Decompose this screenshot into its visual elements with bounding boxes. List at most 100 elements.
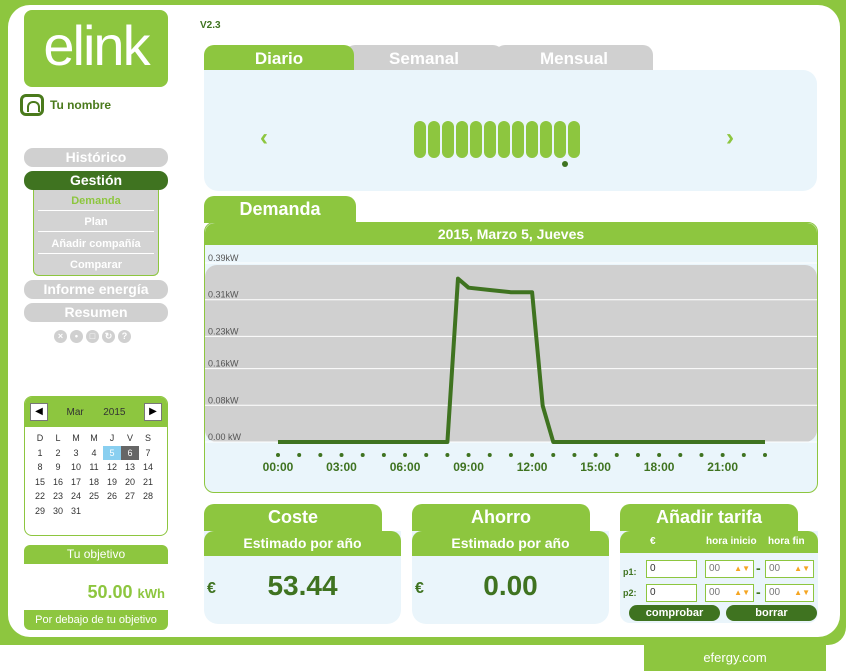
- p2-hora-fin-select[interactable]: 00 ▲▼: [765, 584, 814, 602]
- tarifa-col-inicio: hora inicio: [706, 536, 757, 547]
- nav-informe-energia[interactable]: Informe energía: [24, 280, 168, 299]
- close-icon[interactable]: ×: [54, 330, 67, 343]
- calendar-day[interactable]: 3: [73, 447, 79, 458]
- calendar-day[interactable]: 10: [70, 462, 81, 472]
- period-pill[interactable]: [428, 121, 440, 158]
- calendar-day[interactable]: 27: [124, 491, 135, 501]
- calendar-empty: [121, 504, 139, 519]
- calendar-day[interactable]: 7: [145, 447, 151, 458]
- ahorro-card: Estimado por año € 0.00: [412, 531, 609, 624]
- nav-historico[interactable]: Histórico: [24, 148, 168, 167]
- period-pill[interactable]: [456, 121, 468, 158]
- calendar-day[interactable]: 9: [55, 462, 61, 472]
- calendar-day[interactable]: 20: [124, 476, 135, 487]
- coste-title: Coste: [204, 504, 382, 531]
- ahorro-currency: €: [415, 580, 424, 597]
- hour-marker: [530, 453, 535, 457]
- p1-price-input[interactable]: 0: [646, 560, 697, 578]
- calendar-day[interactable]: 2: [55, 447, 61, 458]
- period-pill[interactable]: [414, 121, 426, 158]
- calendar-day[interactable]: 22: [34, 491, 45, 501]
- coste-card: Estimado por año € 53.44: [204, 531, 401, 624]
- calendar-day[interactable]: 31: [70, 505, 81, 516]
- x-tick-label: 03:00: [326, 460, 357, 474]
- calendar-day[interactable]: 6: [121, 445, 139, 460]
- stepper-icon: ▲▼: [734, 564, 750, 573]
- calendar-day[interactable]: 11: [89, 462, 99, 472]
- calendar-day[interactable]: 5: [103, 445, 121, 460]
- coste-value: 53.44: [267, 570, 338, 601]
- calendar-day[interactable]: 14: [142, 462, 153, 472]
- p2-price-input[interactable]: 0: [646, 584, 697, 602]
- period-pill[interactable]: [512, 121, 524, 158]
- calendar: ◀ Mar 2015 ▶ D L M M J V S 1 2 3 4 5 6 7 8 9 10 11 12 13 14 1…: [24, 396, 168, 536]
- period-pill[interactable]: [442, 121, 454, 158]
- x-tick-label: 06:00: [390, 460, 421, 474]
- user-profile[interactable]: Tu nombre: [20, 94, 111, 116]
- calendar-day[interactable]: 24: [70, 491, 81, 501]
- comprobar-button[interactable]: comprobar: [629, 605, 720, 621]
- calendar-day[interactable]: 16: [52, 476, 63, 487]
- calendar-header: ◀ Mar 2015 ▶: [25, 397, 167, 427]
- calendar-day[interactable]: 21: [142, 476, 153, 487]
- subnav-comparar[interactable]: Comparar: [70, 259, 122, 271]
- tab-semanal[interactable]: Semanal: [345, 45, 503, 72]
- coste-panel: Coste Estimado por año € 53.44: [204, 504, 401, 624]
- calendar-day[interactable]: 30: [52, 505, 63, 516]
- tab-diario[interactable]: Diario: [204, 45, 354, 72]
- tarifa-col-euro: €: [650, 536, 656, 547]
- period-pill[interactable]: [470, 121, 482, 158]
- window-icon[interactable]: □: [86, 330, 99, 343]
- prev-month-button[interactable]: ◀: [30, 403, 48, 421]
- calendar-day[interactable]: 25: [88, 491, 99, 501]
- calendar-day[interactable]: 15: [34, 476, 45, 487]
- nav-gestion[interactable]: Gestión: [24, 171, 168, 190]
- objective-title: Tu objetivo: [24, 545, 168, 564]
- subnav-demanda[interactable]: Demanda: [38, 192, 154, 211]
- calendar-day[interactable]: 1: [37, 447, 43, 458]
- demand-line: [278, 276, 765, 444]
- period-pill[interactable]: [526, 121, 538, 158]
- period-pill[interactable]: [484, 121, 496, 158]
- next-arrow-icon[interactable]: ›: [726, 124, 734, 151]
- settings-icon[interactable]: •: [70, 330, 83, 343]
- calendar-day[interactable]: 12: [106, 462, 117, 472]
- period-pill[interactable]: [498, 121, 510, 158]
- next-month-button[interactable]: ▶: [144, 403, 162, 421]
- version-label: V2.3: [200, 20, 221, 31]
- period-pill[interactable]: [554, 121, 566, 158]
- calendar-day[interactable]: 26: [106, 491, 117, 501]
- calendar-day[interactable]: 29: [34, 505, 45, 516]
- period-pill[interactable]: [568, 121, 580, 158]
- p2-dash: -: [756, 584, 761, 600]
- p1-hora-fin: 00: [769, 563, 781, 574]
- prev-arrow-icon[interactable]: ‹: [260, 124, 268, 151]
- p1-hora-fin-select[interactable]: 00 ▲▼: [765, 560, 814, 578]
- period-pill[interactable]: [540, 121, 552, 158]
- refresh-icon[interactable]: ↻: [102, 330, 115, 343]
- calendar-empty: [85, 504, 103, 519]
- calendar-day[interactable]: 23: [52, 491, 63, 501]
- p1-hora-inicio: 00: [709, 563, 721, 574]
- help-icon[interactable]: ?: [118, 330, 131, 343]
- subnav-plan[interactable]: Plan: [38, 213, 154, 232]
- hour-marker: [741, 453, 746, 457]
- tab-mensual[interactable]: Mensual: [495, 45, 653, 72]
- hour-marker: [763, 453, 767, 457]
- objective-value: 50.00: [87, 582, 133, 602]
- nav-resumen[interactable]: Resumen: [24, 303, 168, 322]
- calendar-day[interactable]: 8: [37, 462, 43, 472]
- p2-hora-inicio-select[interactable]: 00 ▲▼: [705, 584, 754, 602]
- borrar-button[interactable]: borrar: [726, 605, 817, 621]
- subnav-anadir-compania[interactable]: Añadir compañía: [38, 235, 154, 254]
- calendar-day[interactable]: 19: [106, 476, 117, 487]
- p1-label: p1:: [623, 567, 637, 577]
- hour-marker: [551, 453, 556, 457]
- p1-hora-inicio-select[interactable]: 00 ▲▼: [705, 560, 754, 578]
- calendar-day[interactable]: 13: [124, 462, 135, 472]
- calendar-day[interactable]: 4: [91, 447, 97, 458]
- calendar-day[interactable]: 28: [142, 491, 153, 501]
- calendar-day[interactable]: 18: [88, 476, 99, 487]
- calendar-day[interactable]: 17: [70, 476, 81, 487]
- stepper-icon: ▲▼: [794, 564, 810, 573]
